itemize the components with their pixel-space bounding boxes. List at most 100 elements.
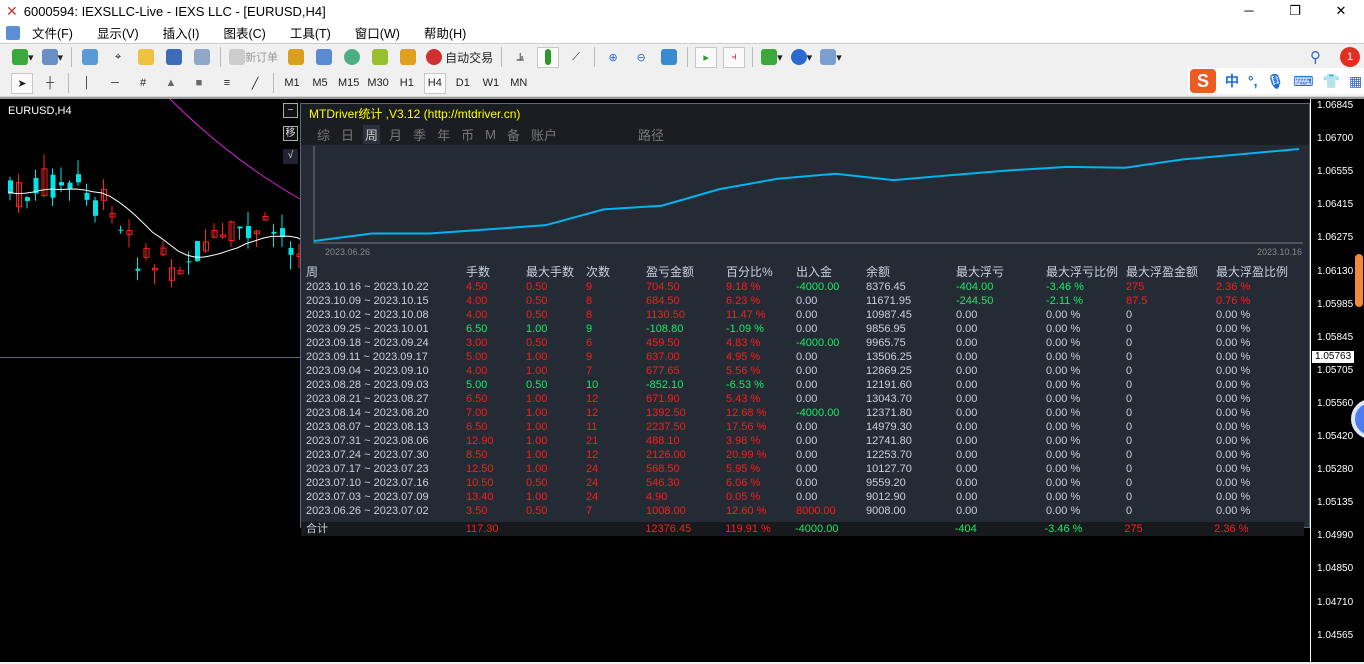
line-chart-button[interactable]: ⟋ <box>565 47 587 68</box>
tab-4[interactable]: 季 <box>413 128 427 143</box>
cell-0: 2023.10.02 ~ 2023.10.08 <box>306 309 429 321</box>
ime-punct-toggle[interactable]: °, <box>1248 73 1258 89</box>
candle-body <box>186 261 192 263</box>
tf-m5[interactable]: M5 <box>312 77 328 89</box>
price-chart[interactable]: EURUSD,H4 1.05763 1.06845 1.06700 1.06555 1… <box>0 97 1364 664</box>
close-button[interactable]: ✕ <box>1335 3 1347 18</box>
cell-10: 0 <box>1126 477 1133 489</box>
tf-h4[interactable]: H4 <box>423 72 446 94</box>
keyboard-icon[interactable]: ⌨ <box>1293 72 1314 89</box>
panel-move-button[interactable]: 移 <box>283 126 298 141</box>
data-window-button[interactable]: ⌖ <box>107 47 129 68</box>
periods-button[interactable]: ▾ <box>790 47 814 68</box>
tab-7[interactable]: M <box>485 127 496 142</box>
cell-9: 0.00 % <box>1046 351 1081 363</box>
zoom-out-button[interactable]: ⊖ <box>630 47 652 68</box>
cell-11: 2.36 % <box>1216 281 1251 293</box>
tf-m1[interactable]: M1 <box>284 77 300 89</box>
tab-0[interactable]: 综 <box>317 128 331 143</box>
tab-5[interactable]: 年 <box>437 128 451 143</box>
navigator-button[interactable] <box>135 47 157 68</box>
tab-1[interactable]: 日 <box>341 128 355 143</box>
tab-2[interactable]: 周 <box>363 125 381 144</box>
strategy-tester-button[interactable] <box>191 47 213 68</box>
cell-6: 0.00 <box>796 351 818 363</box>
panel-check-button[interactable]: √ <box>283 149 298 164</box>
menu-tools[interactable]: 工具(T) <box>289 27 331 41</box>
tf-mn[interactable]: MN <box>510 77 528 89</box>
crosshair-tool[interactable]: ┼ <box>39 73 61 94</box>
tf-d1[interactable]: D1 <box>455 77 470 89</box>
cell-11: 0.00 % <box>1216 351 1251 363</box>
notification-badge[interactable]: 1 <box>1340 47 1360 67</box>
sogou-logo-icon[interactable]: S <box>1190 69 1216 93</box>
toolbox-icon[interactable]: ▦ <box>1348 72 1363 89</box>
cursor-tool[interactable]: ➤ <box>11 72 33 94</box>
cell-4: 568.50 <box>646 463 680 475</box>
terminal-button[interactable] <box>163 47 185 68</box>
new-order-button[interactable]: 新订单 <box>228 47 279 68</box>
cloud-button[interactable] <box>313 47 335 68</box>
price-tick: 1.05420 <box>1317 431 1354 442</box>
bar-chart-button[interactable]: ⫡ <box>509 47 531 68</box>
new-chart-button[interactable]: ▾ <box>11 47 35 68</box>
menu-window[interactable]: 窗口(W) <box>354 27 400 41</box>
chart-shift-button[interactable]: ⫞ <box>723 46 746 68</box>
minimize-button[interactable]: ─ <box>1244 3 1254 18</box>
templates-button[interactable]: ▾ <box>819 47 843 68</box>
floating-widget-handle[interactable] <box>1355 254 1363 307</box>
market-button[interactable] <box>397 47 419 68</box>
cell-1: 7.00 <box>466 407 488 419</box>
cell-10: 0 <box>1126 309 1133 321</box>
cell-6: 8000.00 <box>796 505 836 517</box>
channel-icon: # <box>139 77 147 89</box>
menu-charts[interactable]: 图表(C) <box>223 27 266 41</box>
tab-10[interactable]: 路径 <box>637 128 664 143</box>
tf-w1[interactable]: W1 <box>482 77 500 89</box>
market-watch-button[interactable] <box>79 47 101 68</box>
mtdriver-stats-panel: MTDriver统计 ,V3.12 (http://mtdriver.cn) 综… <box>300 103 1310 536</box>
chart-window-icon[interactable] <box>6 25 20 40</box>
vertical-line-tool[interactable]: │ <box>76 73 98 94</box>
tile-windows-button[interactable] <box>658 47 680 68</box>
triangle-tool[interactable]: ▲ <box>160 73 182 94</box>
cell-1: 4.50 <box>466 281 488 293</box>
panel-minimize-button[interactable]: − <box>283 103 298 118</box>
maximize-button[interactable]: ❐ <box>1289 3 1301 18</box>
community-button[interactable] <box>369 47 391 68</box>
trendline-tool[interactable]: ╱ <box>244 73 266 94</box>
zoom-in-button[interactable]: ⊕ <box>602 47 624 68</box>
price-axis[interactable]: 1.05763 1.06845 1.06700 1.06555 1.06415 1.06… <box>1310 99 1364 664</box>
indicators-button[interactable]: ▾ <box>760 47 784 68</box>
horizontal-line-tool[interactable]: ─ <box>104 73 126 94</box>
price-tick: 1.05845 <box>1317 331 1354 343</box>
candle-chart-button[interactable] <box>537 46 560 68</box>
microphone-icon[interactable]: 🎙 <box>1266 72 1285 89</box>
search-icon[interactable]: ⚲ <box>1310 49 1321 66</box>
tab-3[interactable]: 月 <box>389 128 403 143</box>
profiles-button[interactable]: ▾ <box>41 47 65 68</box>
cell-6: -4000.00 <box>796 281 840 293</box>
cell-2: 1.00 <box>526 365 548 377</box>
tf-h1[interactable]: H1 <box>399 77 414 89</box>
auto-scroll-button[interactable]: ▸ <box>695 46 718 68</box>
fibonacci-tool[interactable]: ≡ <box>216 73 238 94</box>
table-row: 2023.07.10 ~ 2023.07.16 10.50 0.50 24 546.30… <box>306 476 1306 490</box>
channel-tool[interactable]: # <box>132 73 154 94</box>
menu-insert[interactable]: 插入(I) <box>162 27 200 41</box>
auto-trading-button[interactable]: 自动交易 <box>425 47 494 68</box>
ime-lang-toggle[interactable]: 中 <box>1225 73 1239 89</box>
menu-file[interactable]: 文件(F) <box>32 27 73 41</box>
tf-m30[interactable]: M30 <box>367 77 389 89</box>
signals-button[interactable] <box>341 47 363 68</box>
skin-shirt-icon[interactable]: 👕 <box>1322 72 1340 89</box>
tab-8[interactable]: 备 <box>506 128 520 143</box>
tf-m15[interactable]: M15 <box>338 77 360 89</box>
tab-6[interactable]: 币 <box>461 128 475 143</box>
metaeditor-button[interactable] <box>285 47 307 68</box>
menu-view[interactable]: 显示(V) <box>96 27 139 41</box>
menu-help[interactable]: 帮助(H) <box>423 27 467 41</box>
rectangle-tool[interactable]: ■ <box>188 73 210 94</box>
price-tick: 1.05560 <box>1317 397 1354 409</box>
tab-9[interactable]: 账户 <box>530 128 557 143</box>
